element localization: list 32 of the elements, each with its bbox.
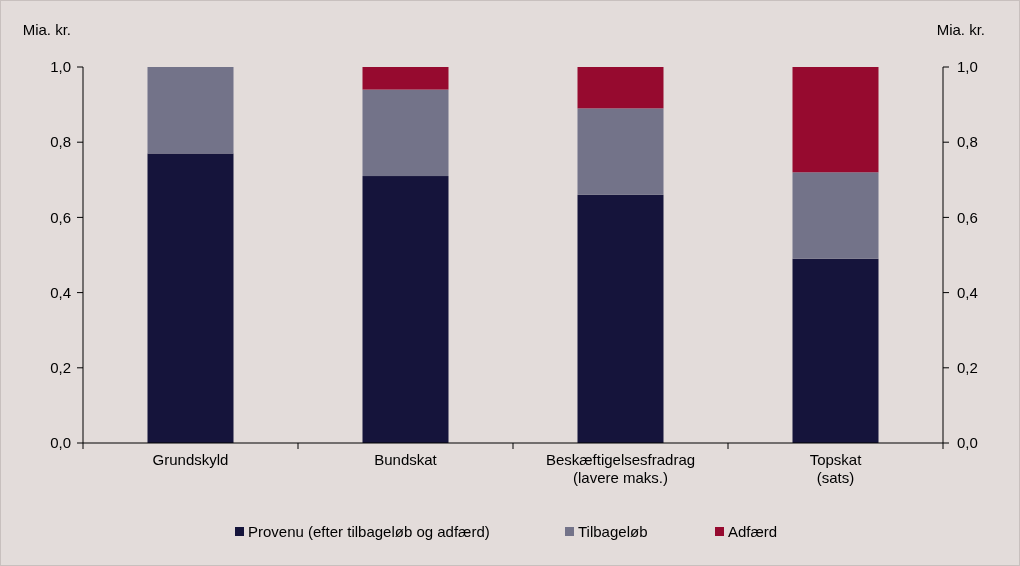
bar	[362, 89, 449, 177]
bar	[362, 67, 449, 90]
y-tick-label: 0,0	[50, 434, 71, 452]
y2-tick-label: 1,0	[957, 58, 978, 76]
x-tick-label: Topskat (sats)	[809, 451, 863, 486]
bar	[147, 153, 234, 443]
legend-label: Provenu (efter tilbageløb og adfærd)	[248, 523, 490, 541]
legend-label: Tilbageløb	[578, 523, 648, 541]
y-tick-label: 0,8	[50, 133, 71, 151]
x-tick-label: Bundskat	[374, 451, 438, 468]
bar	[147, 67, 234, 154]
bar	[577, 67, 664, 109]
x-tick-label: Beskæftigelsesfradrag (lavere maks.)	[545, 451, 696, 486]
y-tick-label: 0,2	[50, 359, 71, 377]
y-axis-title: Mia. kr.	[22, 21, 71, 38]
x-tick-label: Grundskyld	[152, 451, 229, 468]
y-tick-label: 1,0	[50, 58, 71, 76]
y2-tick-label: 0,0	[957, 434, 978, 452]
y2-tick-label: 0,6	[957, 208, 978, 226]
bar	[577, 108, 664, 195]
bar	[577, 194, 664, 443]
bar	[792, 172, 879, 259]
y2-tick-label: 0,8	[957, 133, 978, 151]
y2-axis-title: Mia. kr.	[936, 21, 985, 38]
y-tick-label: 0,6	[50, 208, 71, 226]
y-tick-label: 0,4	[50, 283, 71, 301]
bar	[792, 258, 879, 443]
y2-tick-label: 0,2	[957, 359, 978, 377]
legend-label: Adfærd	[728, 523, 778, 541]
y2-tick-label: 0,4	[957, 283, 978, 301]
bar	[362, 176, 449, 443]
bar	[792, 67, 879, 173]
